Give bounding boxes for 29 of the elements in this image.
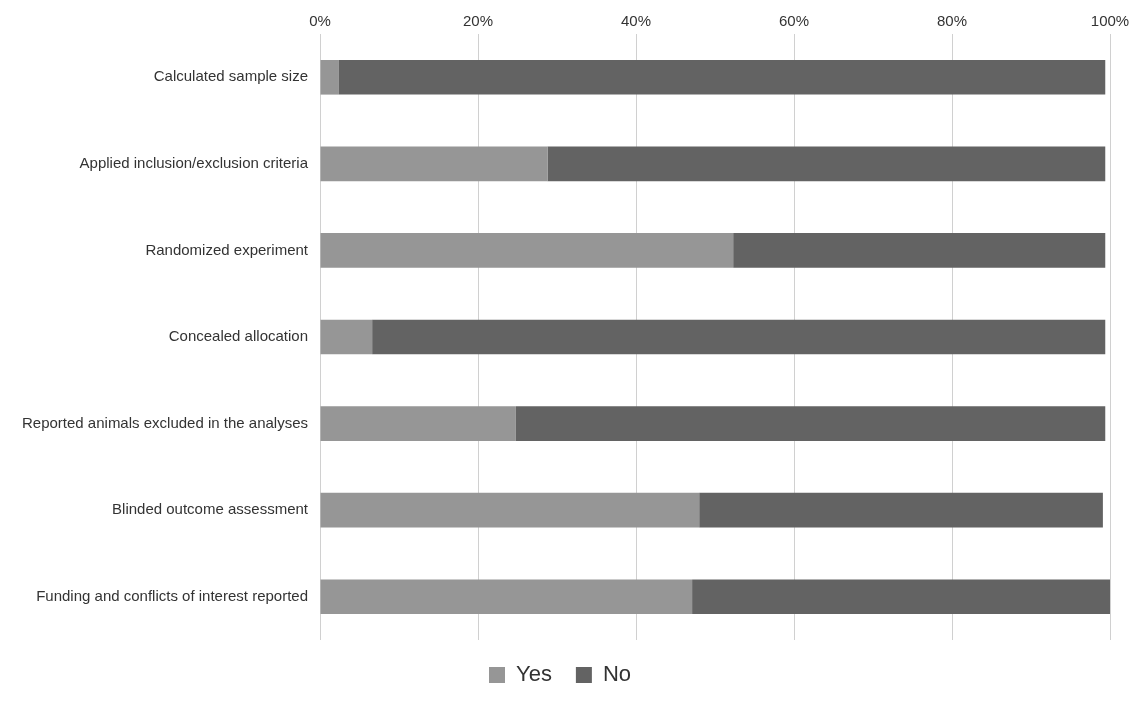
y-tick-label: Calculated sample size (153, 67, 308, 85)
x-tick-label: 80% (936, 12, 968, 30)
x-tick-label: 20% (462, 12, 494, 30)
y-tick-label: Funding and conflicts of interest reported (36, 586, 308, 604)
legend-label: No (602, 661, 632, 687)
x-tick-label: 0% (309, 12, 331, 30)
bar (320, 233, 734, 268)
bar (692, 579, 1110, 615)
x-tick-label: 60% (778, 12, 810, 30)
y-tick-label: Applied inclusion/exclusion criteria (79, 154, 309, 171)
y-tick-label: Randomized experiment (145, 240, 309, 258)
x-tick-label: 100% (1090, 12, 1130, 30)
bar (733, 233, 1106, 268)
bar (699, 492, 1103, 528)
bar (320, 319, 373, 355)
y-tick-label: Blinded outcome assessment (112, 500, 309, 518)
bar (320, 59, 339, 95)
legend-label: Yes (515, 661, 552, 687)
bar (515, 406, 1106, 441)
bar (372, 319, 1106, 355)
y-tick-label: Reported animals excluded in the analyses (21, 413, 308, 431)
bar (338, 59, 1106, 95)
bar (547, 146, 1106, 182)
x-tick-label: 40% (620, 12, 652, 30)
y-tick-label: Concealed allocation (168, 327, 308, 345)
bar (320, 406, 516, 441)
bar (320, 579, 693, 615)
bar (320, 492, 700, 528)
bar (320, 146, 548, 182)
